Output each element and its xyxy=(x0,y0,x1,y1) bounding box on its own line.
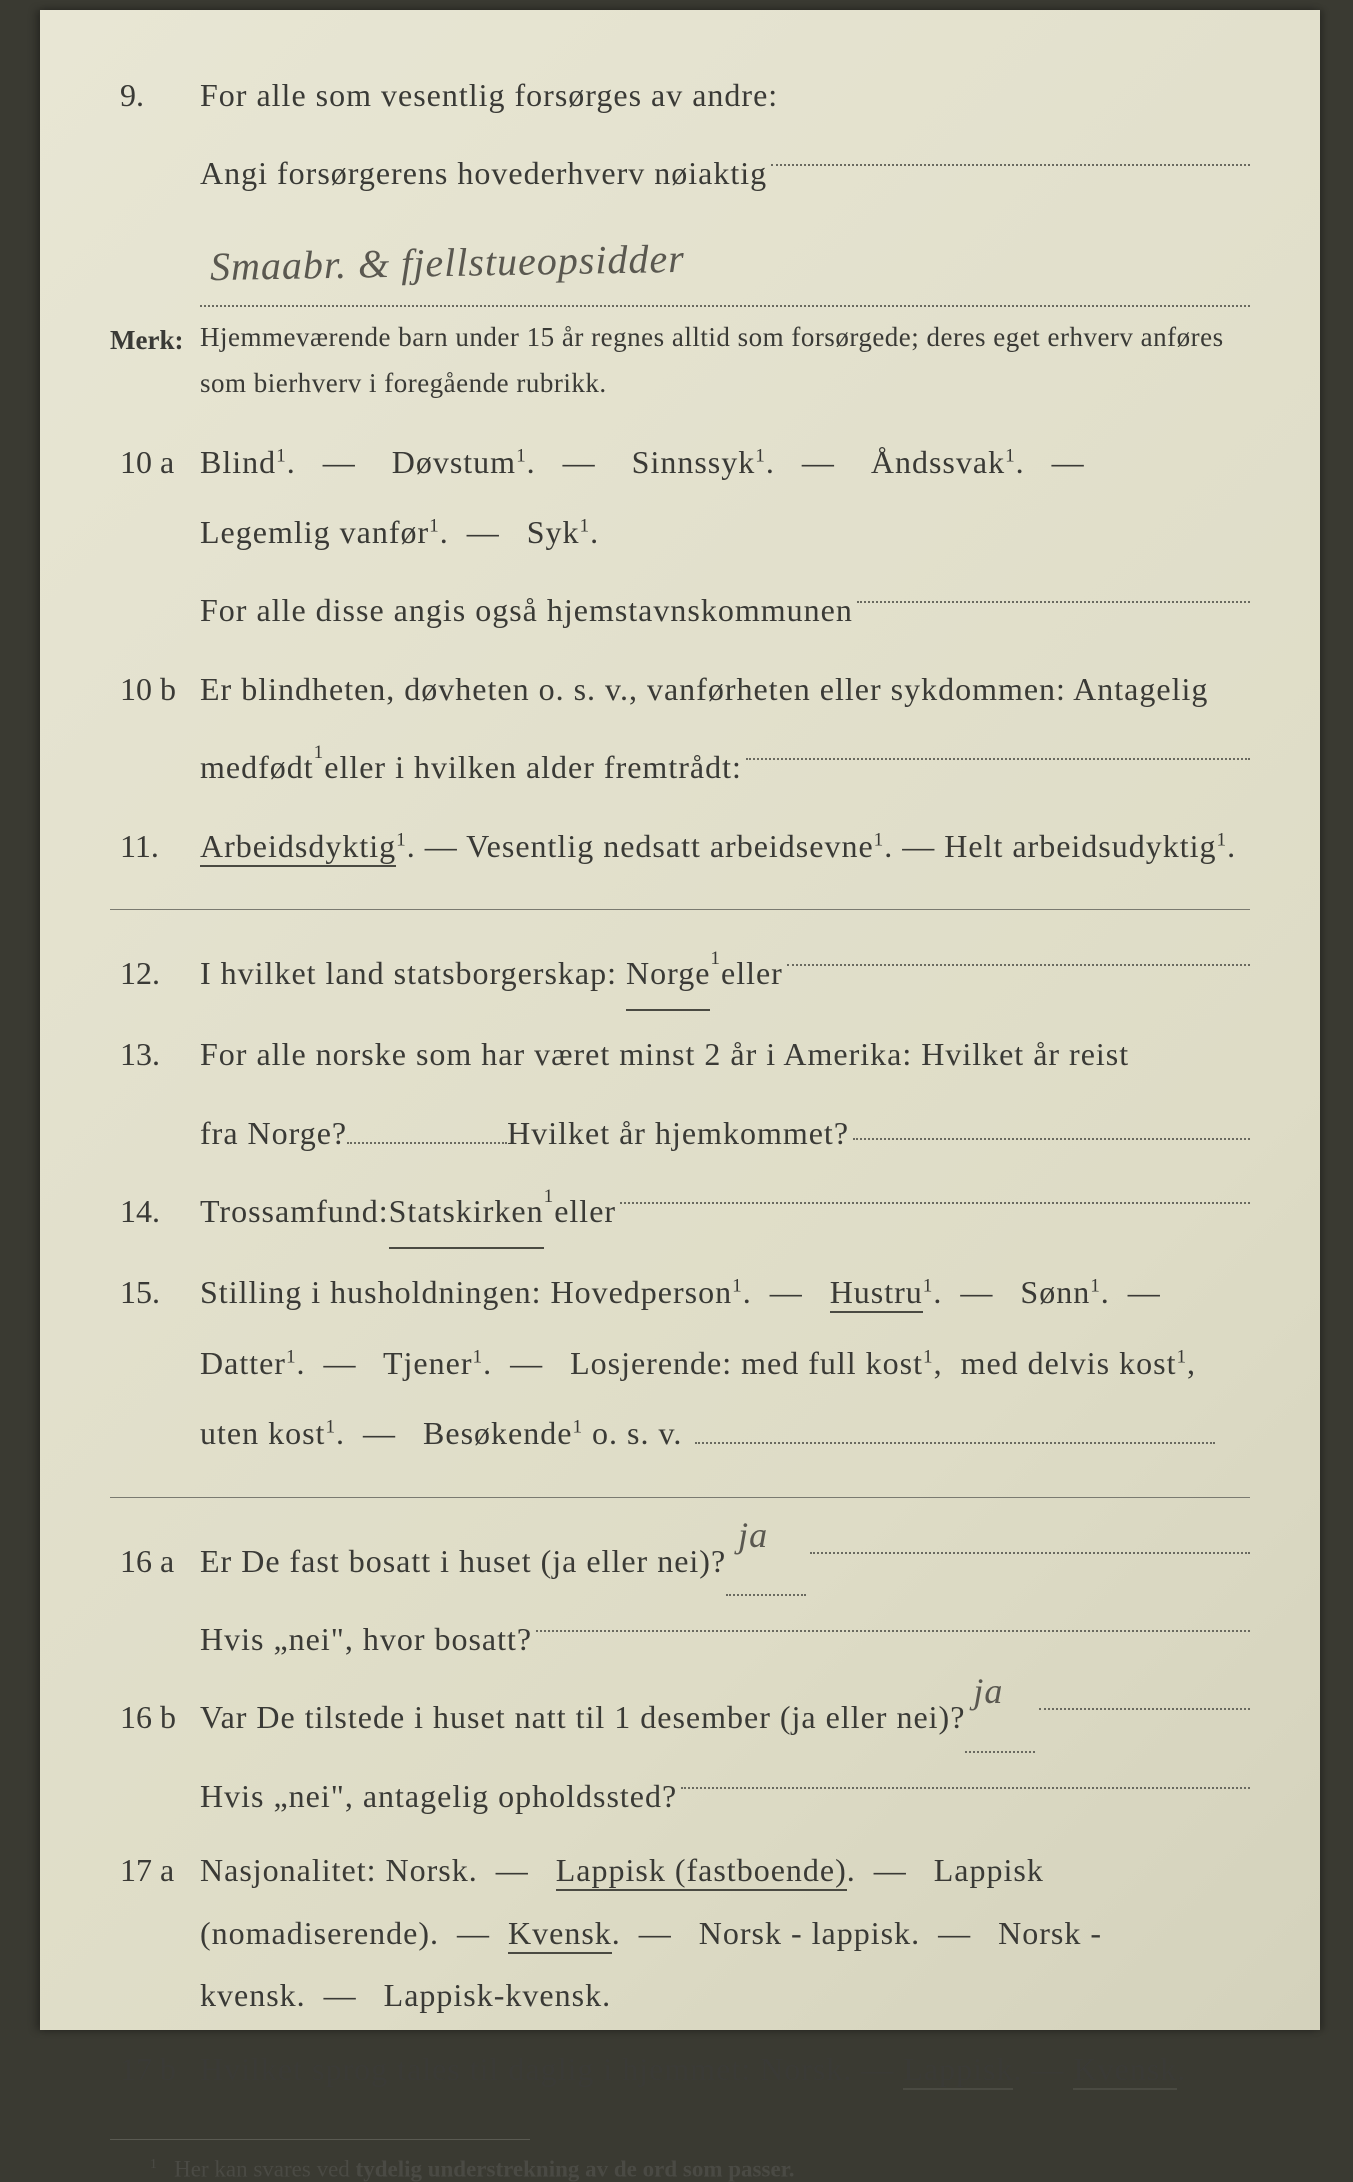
q13-row: 13. For alle norske som har været minst … xyxy=(110,1019,1250,1089)
q9-row1: 9. For alle som vesentlig forsørges av a… xyxy=(110,60,1250,130)
q17a-row: 17 a Nasjonalitet: Norsk. — Lappisk (fas… xyxy=(110,1839,1250,2026)
q9-number: 9. xyxy=(110,65,200,126)
merk-text: Hjemmeværende barn under 15 år regnes al… xyxy=(200,315,1250,407)
q14-row: 14. Trossamfund: Statskirken1 eller xyxy=(110,1176,1250,1249)
q17b-options: Hvilket sprog tales til daglig i hjemmet… xyxy=(200,2034,1250,2104)
q16b-number: 16 b xyxy=(110,1687,200,1748)
q17a-options: Nasjonalitet: Norsk. — Lappisk (fastboen… xyxy=(200,1839,1250,2026)
q12-row: 12. I hvilket land statsborgerskap: Norg… xyxy=(110,938,1250,1011)
section-divider-2 xyxy=(110,1497,1250,1498)
footnote-divider xyxy=(110,2139,530,2140)
q10b-line1: Er blindheten, døvheten o. s. v., vanfør… xyxy=(200,654,1250,724)
q16a-number: 16 a xyxy=(110,1531,200,1592)
q10b-row: 10 b Er blindheten, døvheten o. s. v., v… xyxy=(110,654,1250,724)
footnote: 1 Her kan svares ved tydelig understrekn… xyxy=(110,2156,1250,2182)
q14-statskirken-underlined: Statskirken xyxy=(389,1176,544,1249)
census-form-page: 9. For alle som vesentlig forsørges av a… xyxy=(40,10,1320,2030)
q9-line1: For alle som vesentlig forsørges av andr… xyxy=(200,60,1250,130)
q17a-lappisk-fastboende-underlined: Lappisk (fastboende) xyxy=(556,1852,847,1891)
q11-number: 11. xyxy=(110,816,200,877)
section-divider-1 xyxy=(110,909,1250,910)
footnote-text: Her kan svares ved tydelig understreknin… xyxy=(174,2156,794,2181)
merk-row: Merk: Hjemmeværende barn under 15 år reg… xyxy=(110,315,1250,407)
q16a-row2: Hvis „nei", hvor bosatt? xyxy=(110,1604,1250,1674)
q10b-number: 10 b xyxy=(110,659,200,720)
q16b-row1: 16 b Var De tilstede i huset natt til 1 … xyxy=(110,1682,1250,1752)
q16a-row1: 16 a Er De fast bosatt i huset (ja eller… xyxy=(110,1526,1250,1596)
q17b-lappisk-underlined: Lappisk xyxy=(903,2051,1013,2090)
q16b-row2: Hvis „nei", antagelig opholdssted? xyxy=(110,1761,1250,1831)
q11-opt1-underlined: Arbeidsdyktig xyxy=(200,828,396,867)
q12-norge-underlined: Norge xyxy=(626,938,710,1011)
q10a-options: Blind1. — Døvstum1. — Sinnssyk1. — Åndss… xyxy=(200,427,1250,568)
merk-label: Merk: xyxy=(110,315,200,366)
q9-line2: Angi forsørgerens hovederhverv nøiaktig xyxy=(200,138,767,208)
q10a-number: 10 a xyxy=(110,432,200,493)
q16b-answer: ja xyxy=(973,1652,1003,1731)
q14-number: 14. xyxy=(110,1181,200,1242)
q13-row2: fra Norge? Hvilket år hjemkommet? xyxy=(110,1098,1250,1168)
q17b-row: 17 b Hvilket sprog tales til daglig i hj… xyxy=(110,2034,1250,2104)
q9-row2: Angi forsørgerens hovederhverv nøiaktig xyxy=(110,138,1250,208)
q9-blank xyxy=(771,134,1250,166)
q10a-row: 10 a Blind1. — Døvstum1. — Sinnssyk1. — … xyxy=(110,427,1250,568)
q17a-kvensk-underlined: Kvensk xyxy=(508,1915,612,1954)
q13-line1: For alle norske som har været minst 2 år… xyxy=(200,1019,1250,1089)
q15-number: 15. xyxy=(110,1262,200,1323)
q15-options: Stilling i husholdningen: Hovedperson1. … xyxy=(200,1257,1250,1468)
q17a-number: 17 a xyxy=(110,1840,200,1901)
q15-hustru-underlined: Hustru xyxy=(830,1274,923,1313)
q13-number: 13. xyxy=(110,1024,200,1085)
q9-handwritten-answer: Smaabr. & fjellstueopsidder xyxy=(209,215,685,311)
q11-options: Arbeidsdyktig1. — Vesentlig nedsatt arbe… xyxy=(200,811,1250,881)
q16a-answer: ja xyxy=(738,1496,768,1575)
q10b-row2: medfødt1 eller i hvilken alder fremtrådt… xyxy=(110,732,1250,802)
q10a-line2: For alle disse angis også hjemstavnskomm… xyxy=(200,575,853,645)
q17b-number: 17 b xyxy=(110,2039,200,2100)
q15-row: 15. Stilling i husholdningen: Hovedperso… xyxy=(110,1257,1250,1468)
q12-number: 12. xyxy=(110,943,200,1004)
q17b-kvensk-underlined: Kvensk xyxy=(1073,2051,1177,2090)
q11-row: 11. Arbeidsdyktig1. — Vesentlig nedsatt … xyxy=(110,811,1250,881)
q10a-row2: For alle disse angis også hjemstavnskomm… xyxy=(110,575,1250,645)
q9-handwritten-row: Smaabr. & fjellstueopsidder xyxy=(110,217,1250,307)
